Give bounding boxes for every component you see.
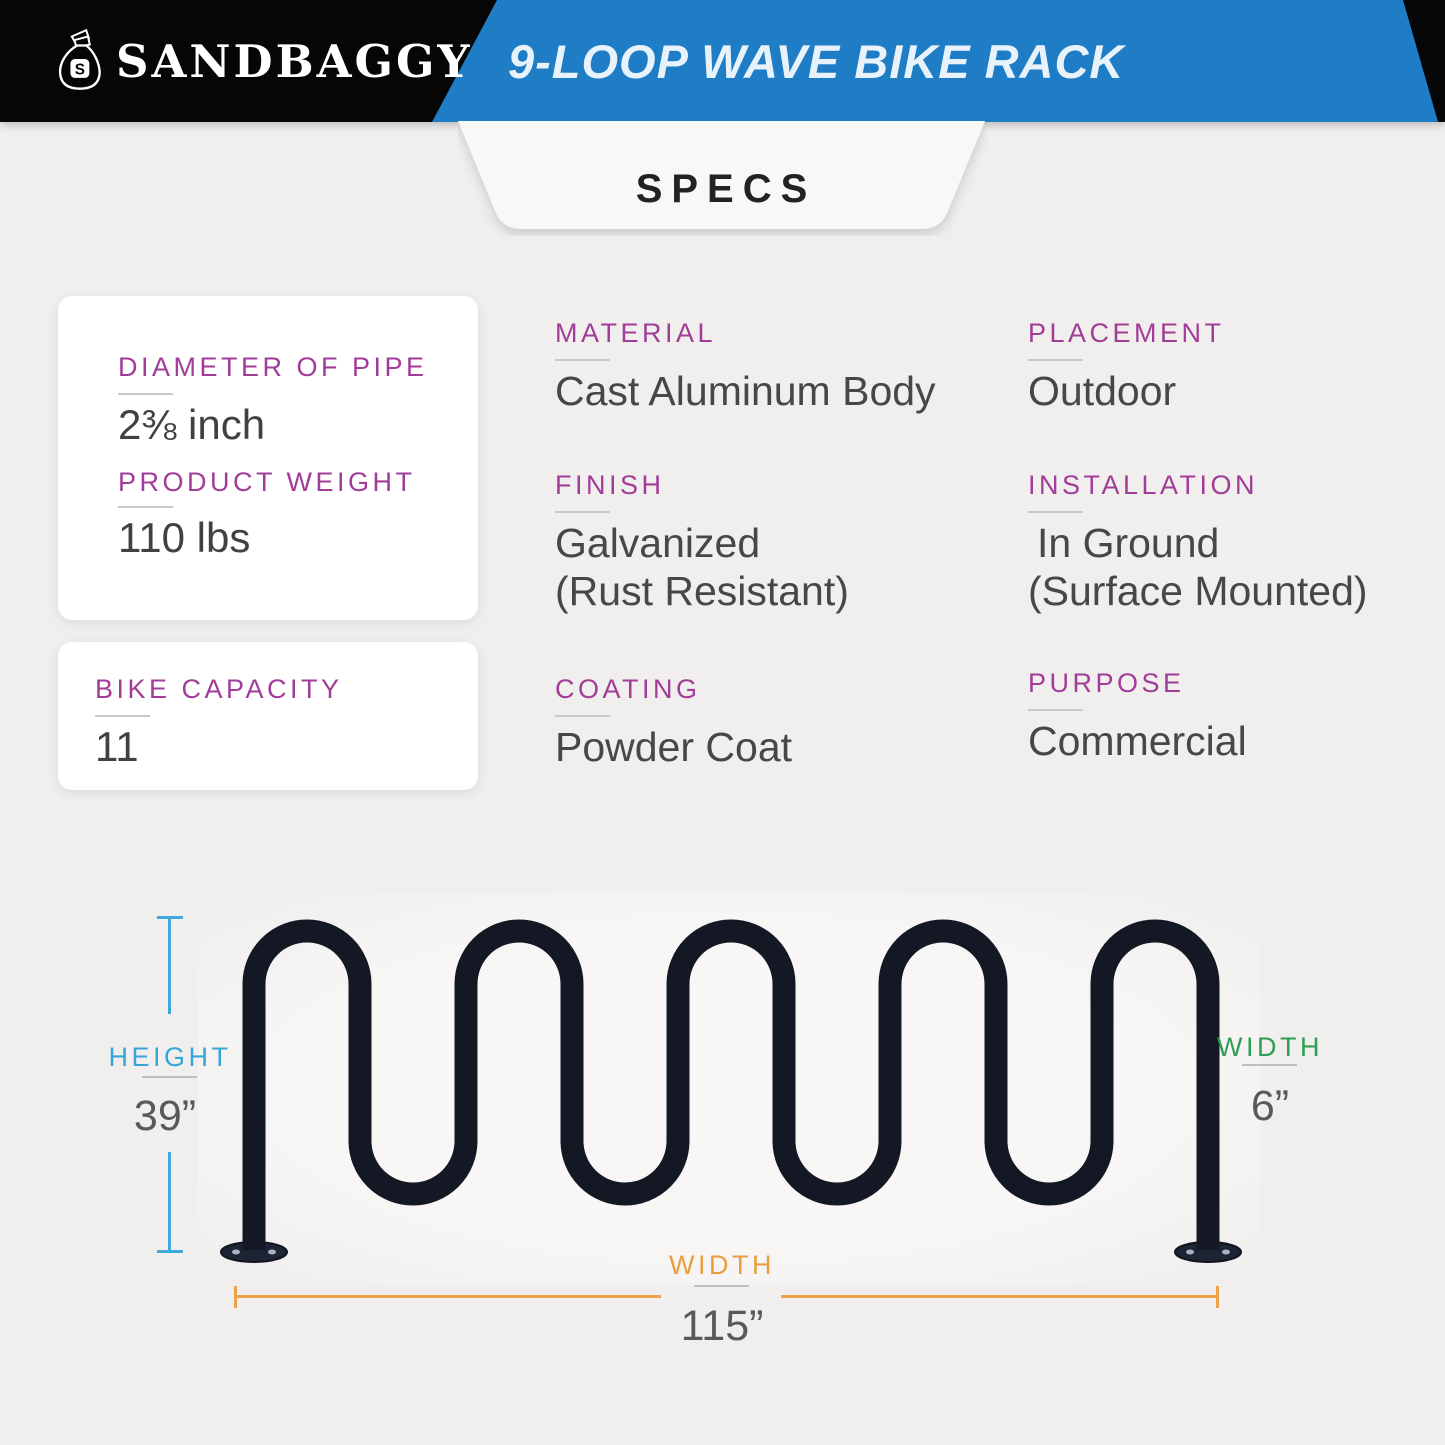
label-underline [1028,511,1083,513]
width-line-right-segment [781,1295,1218,1298]
placement-value: Outdoor [1028,368,1177,414]
purpose-value: Commercial [1028,718,1247,764]
diameter-label: DIAMETER OF PIPE [118,352,428,382]
weight-value: 110 lbs [118,514,251,561]
label-underline [95,715,150,717]
coating-value: Powder Coat [555,724,793,770]
height-underline [142,1076,197,1078]
brand-name: SANDBAGGY [116,34,473,88]
spec-coating: COATING Powder Coat [555,674,792,771]
height-value: 39” [133,1092,197,1140]
label-underline [1028,709,1083,711]
sandbag-logo-icon: S [52,24,106,99]
side-width-label: WIDTH [1217,1032,1323,1062]
capacity-card: BIKE CAPACITY 11 [58,642,478,790]
product-title: 9-LOOP WAVE BIKE RACK [508,34,1125,88]
side-width-underline [1242,1064,1297,1066]
diameter-value: 2⅜ inch [118,401,266,448]
header-bar: S SANDBAGGY 9-LOOP WAVE BIKE RACK [0,0,1445,122]
purpose-label: PURPOSE [1028,668,1185,698]
card-group: DIAMETER OF PIPE 2⅜ inch [118,352,478,449]
bottom-width-value: 115” [680,1302,764,1350]
finish-value-line1: Galvanized [555,520,761,566]
material-value: Cast Aluminum Body [555,368,936,414]
coating-label: COATING [555,674,701,704]
spec-installation: INSTALLATION In Ground (Surface Mounted) [1028,470,1368,615]
side-width-value: 6” [1250,1082,1290,1130]
label-underline [1028,359,1083,361]
label-underline [555,511,610,513]
specs-tab-shape [458,121,985,229]
pipe-card: DIAMETER OF PIPE 2⅜ inch PRODUCT WEIGHT … [58,296,478,620]
width-line-right-tick [1216,1286,1219,1308]
installation-label: INSTALLATION [1028,470,1259,500]
width-line-left-segment [235,1295,661,1298]
finish-label: FINISH [555,470,665,500]
capacity-value: 11 [95,723,139,770]
card-group: PRODUCT WEIGHT 110 lbs [118,467,478,562]
height-line-upper [168,916,171,1014]
label-underline [118,506,173,508]
weight-label: PRODUCT WEIGHT [118,467,416,497]
header-blue-band [432,0,1438,122]
height-line-lower [168,1152,171,1252]
spec-placement: PLACEMENT Outdoor [1028,318,1225,415]
capacity-label: BIKE CAPACITY [95,674,343,704]
spec-material: MATERIAL Cast Aluminum Body [555,318,936,415]
bottom-width-label: WIDTH [669,1250,775,1280]
label-underline [555,715,610,717]
height-line-bottom-cap [157,1250,183,1253]
material-label: MATERIAL [555,318,717,348]
spec-purpose: PURPOSE Commercial [1028,668,1247,765]
installation-value-line2: (Surface Mounted) [1028,568,1368,614]
installation-value-line1: In Ground [1037,520,1220,566]
placement-label: PLACEMENT [1028,318,1225,348]
label-underline [555,359,610,361]
specs-tab-title: SPECS [635,167,817,211]
rack-photo-background [198,893,1260,1285]
spec-finish: FINISH Galvanized (Rust Resistant) [555,470,849,615]
brand: S SANDBAGGY [52,0,473,122]
finish-value-line2: (Rust Resistant) [555,568,849,614]
label-underline [118,393,173,395]
bottom-width-underline [694,1285,749,1287]
logo-letter: S [75,61,85,78]
height-label: HEIGHT [108,1042,232,1072]
